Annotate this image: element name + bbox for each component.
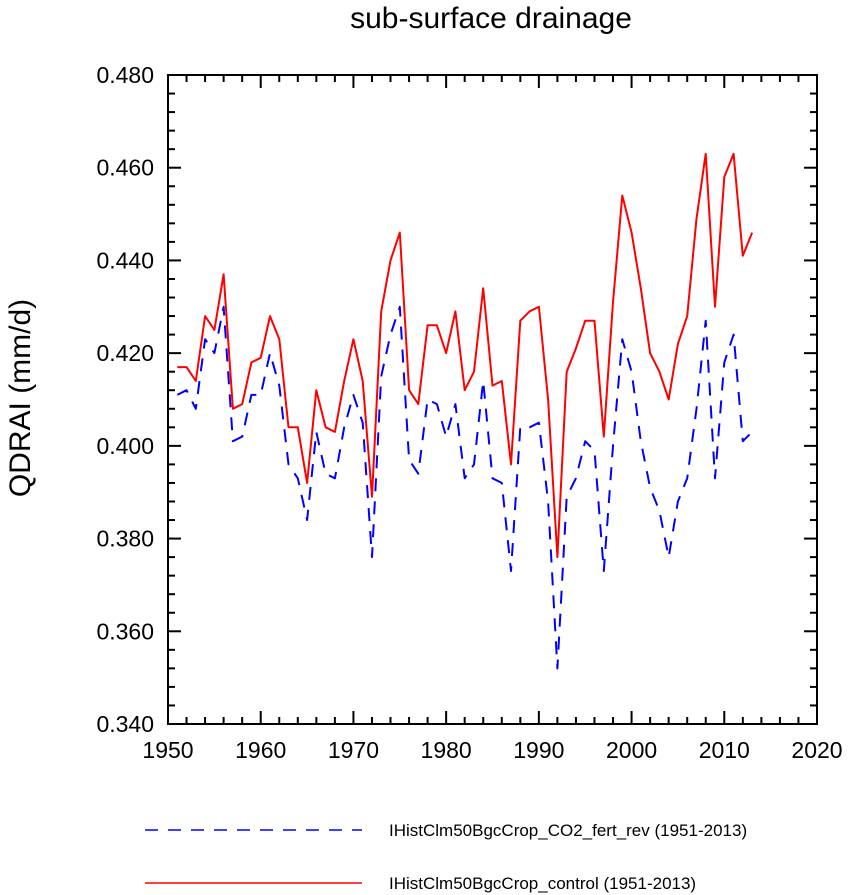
- x-tick-label: 2000: [606, 737, 657, 763]
- y-axis-label: QDRAI (mm/d): [4, 299, 37, 497]
- axes-layer: 1950 1960 1970 1980 1990 2000 2010 2020 0.340 0.3…: [96, 62, 842, 763]
- series-line-0: [176, 305, 753, 670]
- chart-title: sub-surface drainage: [350, 2, 632, 35]
- x-tick-label: 1960: [235, 737, 286, 763]
- y-tick-label: 0.460: [96, 155, 154, 181]
- y-tick-label: 0.340: [96, 711, 154, 737]
- x-tick-label: 1950: [142, 737, 193, 763]
- x-tick-label: 1990: [513, 737, 564, 763]
- y-tick-label: 0.480: [96, 62, 154, 88]
- x-tick-label: 2020: [791, 737, 842, 763]
- legend-label-0: IHistClm50BgcCrop_CO2_fert_rev (1951-201…: [389, 821, 747, 840]
- x-tick-label: 1970: [328, 737, 379, 763]
- legend: IHistClm50BgcCrop_CO2_fert_rev (1951-201…: [145, 821, 747, 893]
- y-tick-label: 0.360: [96, 618, 154, 644]
- legend-label-1: IHistClm50BgcCrop_control (1951-2013): [389, 874, 696, 893]
- y-tick-label: 0.380: [96, 526, 154, 552]
- x-tick-label: 2010: [699, 737, 750, 763]
- plot-frame: [167, 74, 818, 725]
- y-tick-label: 0.420: [96, 340, 154, 366]
- y-tick-label: 0.440: [96, 247, 154, 273]
- x-tick-label: 1980: [421, 737, 472, 763]
- series-line-1: [177, 152, 754, 559]
- series-layer: [176, 152, 754, 670]
- y-tick-label: 0.400: [96, 433, 154, 459]
